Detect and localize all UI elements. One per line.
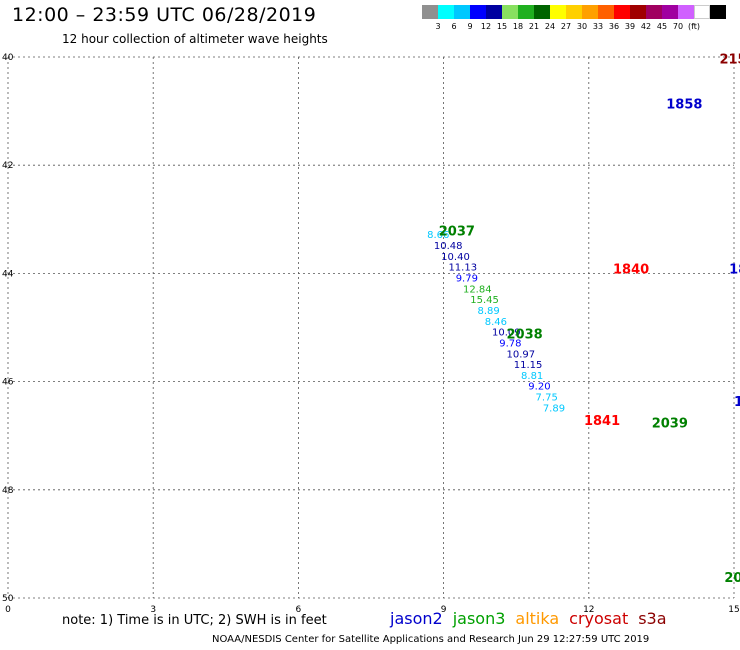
- x-tick-label: 0: [5, 605, 11, 615]
- swh-value: 9.78: [499, 338, 521, 349]
- legend-tick-12: 39: [624, 22, 636, 31]
- legend-tick-15: 70: [672, 22, 684, 31]
- swh-value: 12.84: [463, 284, 492, 295]
- legend-swatch-6: [518, 5, 534, 19]
- satellite-altika: altika: [515, 609, 560, 628]
- swh-value: 8.66: [427, 230, 449, 241]
- legend-swatch-17: [694, 5, 710, 19]
- swh-value: 9.20: [528, 382, 550, 393]
- legend-tick-10: 33: [592, 22, 604, 31]
- legend-tick-6: 21: [528, 22, 540, 31]
- y-tick-label: 44: [2, 269, 14, 279]
- legend-swatch-14: [646, 5, 662, 19]
- legend-swatch-10: [582, 5, 598, 19]
- swh-value: 15.45: [470, 295, 499, 306]
- pass-time-label: 2039: [652, 417, 688, 432]
- swh-value: 10.09: [492, 328, 521, 339]
- swh-value: 10.97: [507, 349, 536, 360]
- pass-time-label: 1637: [739, 268, 740, 283]
- legend-tick-14: 45: [656, 22, 668, 31]
- y-tick-label: 50: [2, 594, 14, 604]
- swh-value: 10.40: [441, 252, 470, 263]
- pass-time-label: 1841: [584, 414, 620, 429]
- footer-note: note: 1) Time is in UTC; 2) SWH is in fe…: [62, 613, 327, 628]
- swh-value: 9.79: [456, 274, 478, 285]
- legend-swatch-18: [710, 5, 726, 19]
- legend-swatch-16: [678, 5, 694, 19]
- x-tick-label: 15: [728, 605, 739, 615]
- legend-swatch-9: [566, 5, 582, 19]
- x-tick-label: 3: [150, 605, 156, 615]
- pass-time-labels: 2037203818401841203920401858185919001901…: [439, 52, 740, 585]
- legend-swatch-11: [598, 5, 614, 19]
- chart-subtitle: 12 hour collection of altimeter wave hei…: [62, 32, 328, 46]
- satellite-jason2: jason2: [390, 609, 443, 628]
- legend-swatch-4: [486, 5, 502, 19]
- pass-time-label: 1859: [729, 262, 740, 277]
- pass-time-label: 2157: [719, 52, 740, 67]
- y-tick-label: 48: [2, 486, 14, 496]
- legend-tick-0: 3: [435, 22, 441, 31]
- pass-time-label: 2037: [439, 225, 475, 240]
- swh-value: 8.46: [485, 317, 507, 328]
- legend-tick-4: 15: [496, 22, 508, 31]
- pass-time-label: 2040: [724, 571, 740, 586]
- legend-swatch-row: [422, 5, 726, 19]
- x-tick-label: 9: [441, 605, 447, 615]
- satellite-jason3: jason3: [452, 609, 506, 628]
- swh-value: 8.81: [521, 371, 543, 382]
- y-tick-label: 42: [2, 161, 13, 171]
- legend-tick-2: 9: [467, 22, 473, 31]
- swh-value: 11.15: [514, 360, 543, 371]
- legend-tick-9: 30: [576, 22, 588, 31]
- swh-value: 7.89: [543, 403, 565, 414]
- legend-swatch-7: [534, 5, 550, 19]
- swh-value: 7.75: [536, 393, 558, 404]
- legend-tick-1: 6: [451, 22, 457, 31]
- legend-tick-11: 36: [608, 22, 620, 31]
- x-tick-label: 6: [296, 605, 302, 615]
- pass-time-label: 1900: [734, 395, 740, 410]
- legend-swatch-12: [614, 5, 630, 19]
- legend-tick-3: 12: [480, 22, 492, 31]
- legend-swatch-5: [502, 5, 518, 19]
- wave-height-marks: 8.6610.4810.4011.139.7912.8415.458.898.4…: [427, 230, 565, 414]
- x-tick-label: 12: [583, 605, 594, 615]
- y-tick-label: 46: [2, 378, 14, 388]
- legend-swatch-2: [454, 5, 470, 19]
- satellite-cryosat: cryosat: [569, 609, 629, 628]
- legend-swatch-8: [550, 5, 566, 19]
- swh-value: 10.48: [434, 241, 463, 252]
- axis-tick-labels: 0 3 6 9 12 15 40 42 44 46 48 50: [2, 53, 740, 615]
- chart-title: 12:00 – 23:59 UTC 06/28/2019: [12, 4, 317, 26]
- credit-line: NOAA/NESDIS Center for Satellite Applica…: [212, 634, 650, 645]
- legend-swatch-3: [470, 5, 486, 19]
- swh-value: 8.89: [477, 306, 499, 317]
- legend-tick-5: 18: [512, 22, 524, 31]
- legend-swatch-15: [662, 5, 678, 19]
- plot-grid: [7, 56, 735, 599]
- legend-tick-row: 3 6 9 12 15 18 21 24 27 30 33 36 39 42 45 70 (ft): [422, 22, 726, 31]
- legend-swatch-0: [422, 5, 438, 19]
- y-tick-label: 40: [2, 53, 14, 63]
- legend-unit: (ft): [688, 22, 701, 31]
- satellite-key: jason2 jason3 altika cryosat s3a: [390, 609, 677, 628]
- legend-tick-7: 24: [544, 22, 556, 31]
- swh-value: 11.13: [448, 263, 477, 274]
- legend-tick-13: 42: [640, 22, 652, 31]
- satellite-s3a: s3a: [638, 609, 667, 628]
- legend-tick-8: 27: [560, 22, 572, 31]
- swh-color-legend: 3 6 9 12 15 18 21 24 27 30 33 36 39 42 45 70 (ft): [422, 5, 726, 31]
- pass-time-label: 2038: [507, 327, 543, 342]
- pass-time-label: 1858: [666, 97, 702, 112]
- legend-swatch-1: [438, 5, 454, 19]
- legend-swatch-13: [630, 5, 646, 19]
- pass-time-label: 1840: [613, 262, 649, 277]
